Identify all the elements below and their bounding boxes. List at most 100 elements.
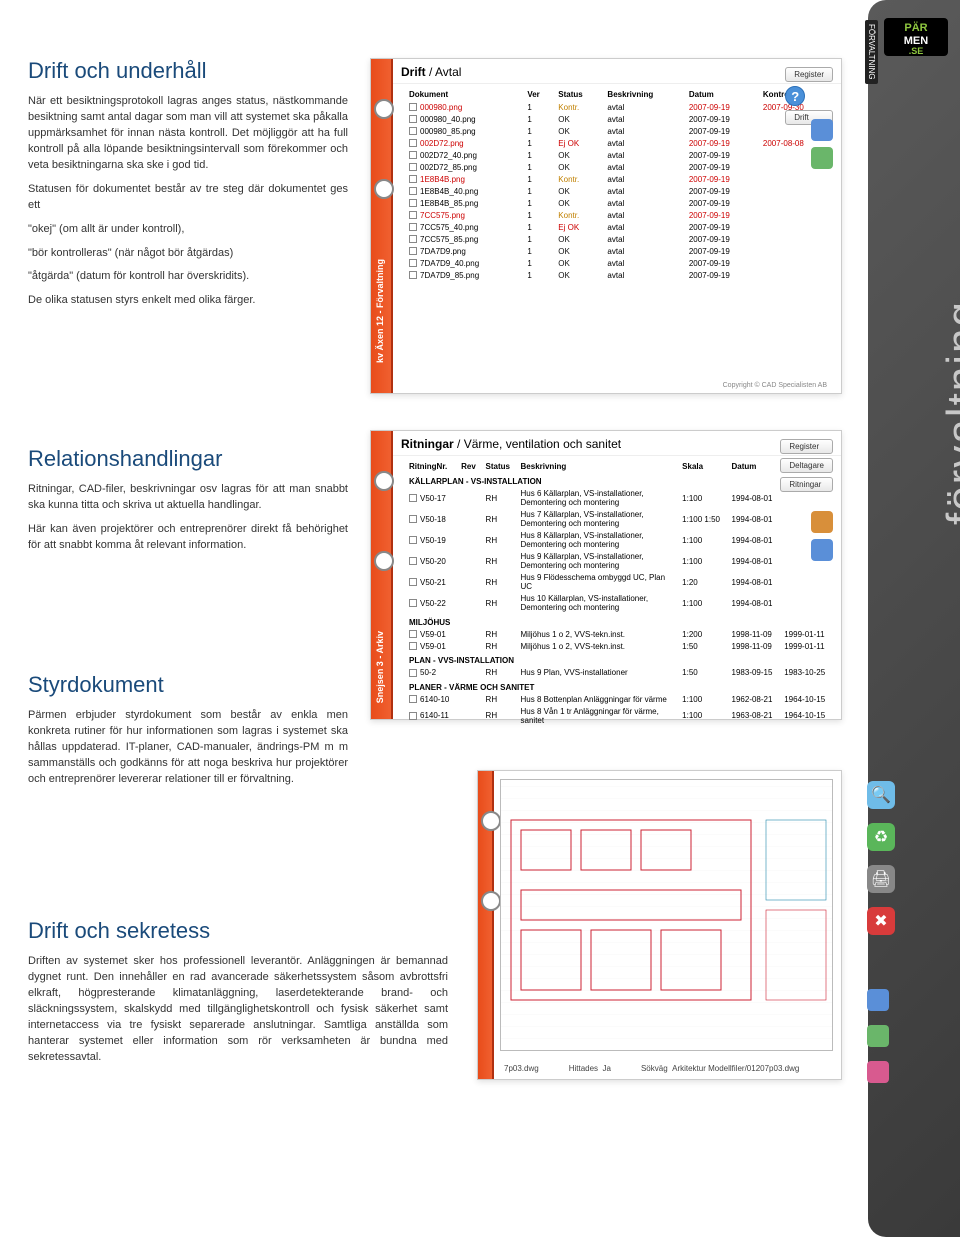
col-header: Status — [554, 88, 603, 101]
text-column: Drift och underhåll När ett besiktningsp… — [28, 58, 348, 357]
book-icon[interactable] — [811, 147, 833, 169]
table-row[interactable]: V59-01RHMiljöhus 1 o 2, VVS-tekn.inst.1:… — [405, 640, 833, 652]
para: Ritningar, CAD-filer, beskrivningar osv … — [28, 482, 348, 514]
button-group: Register ? Drift — [785, 67, 833, 125]
logo: PÄR MEN .SE — [884, 18, 948, 56]
table-row[interactable]: V50-21RHHus 9 Flödesschema ombyggd UC, P… — [405, 572, 833, 593]
icon-stack — [811, 119, 833, 169]
col-header: Beskrivning — [517, 460, 679, 473]
section-sekretess: Drift och sekretess Driften av systemet … — [28, 918, 448, 1074]
col-header: Skala — [678, 460, 727, 473]
table-row[interactable]: 000980_40.png1OKavtal2007-09-19 — [405, 113, 833, 125]
group-header: PLAN - VVS-INSTALLATION — [405, 652, 833, 667]
group-header: MILJÖHUS — [405, 614, 833, 629]
title-sep: / — [454, 437, 464, 451]
section-styrdokument: Styrdokument Pärmen erbjuder styrdokumen… — [28, 672, 348, 836]
book-icon[interactable] — [867, 1061, 889, 1083]
heading-relations: Relationshandlingar — [28, 446, 348, 472]
table-row[interactable]: 50-2RHHus 9 Plan, VVS-installationer1:50… — [405, 667, 833, 679]
table-row[interactable]: 002D72_40.png1OKavtal2007-09-19 — [405, 149, 833, 161]
window-title: Ritningar / Värme, ventilation och sanit… — [371, 431, 841, 456]
table-row[interactable]: 7CC575.png1Kontr.avtal2007-09-19 — [405, 209, 833, 221]
table-row[interactable]: 000980_85.png1OKavtal2007-09-19 — [405, 125, 833, 137]
para: De olika statusen styrs enkelt med olika… — [28, 293, 348, 309]
para: "okej" (om allt är under kontroll), — [28, 222, 348, 238]
table-row[interactable]: V59-01RHMiljöhus 1 o 2, VVS-tekn.inst.1:… — [405, 628, 833, 640]
book-icon[interactable] — [811, 539, 833, 561]
table-row[interactable]: 6140-10RHHus 8 Bottenplan Anläggningar f… — [405, 693, 833, 705]
recycle-icon[interactable]: ♻ — [867, 823, 895, 851]
register-button[interactable]: Register — [780, 439, 833, 454]
ritningar-table: RitningNr.RevStatusBeskrivningSkalaDatum… — [405, 460, 833, 726]
close-icon[interactable]: ✖ — [867, 907, 895, 935]
col-header: Datum — [685, 88, 759, 101]
help-icon[interactable]: ? — [785, 86, 805, 106]
book-icon[interactable] — [867, 989, 889, 1011]
title-sub: Värme, ventilation och sanitet — [464, 437, 621, 451]
button-group: Register Deltagare Ritningar — [780, 439, 833, 492]
screenshot-ritningar: Snejsen 3 - Arkiv Register Deltagare Rit… — [370, 430, 842, 720]
title-main: Drift — [401, 65, 426, 79]
col-header: Datum — [728, 460, 781, 473]
footer-val: Arkitektur Modellfiler/01207p03.dwg — [672, 1064, 799, 1073]
book-icon[interactable] — [811, 119, 833, 141]
title-main: Ritningar — [401, 437, 454, 451]
table-row[interactable]: 7DA7D9_85.png1OKavtal2007-09-19 — [405, 269, 833, 281]
icon-stack — [811, 511, 833, 561]
binder-spine: kv Äxen 12 - Förvaltning — [371, 59, 393, 393]
table-row[interactable]: V50-19RHHus 8 Källarplan, VS-installatio… — [405, 530, 833, 551]
heading-styr: Styrdokument — [28, 672, 348, 698]
footer-filename: 7p03.dwg — [504, 1064, 539, 1073]
footer-label: Hittades — [569, 1064, 598, 1073]
table-row[interactable]: 002D72.png1Ej OKavtal2007-09-192007-08-0… — [405, 137, 833, 149]
table-row[interactable]: V50-17RHHus 6 Källarplan, VS-installatio… — [405, 488, 833, 509]
col-header: RitningNr. — [405, 460, 457, 473]
cad-toolbar: 🔍 ♻ 🖨 ✖ — [867, 781, 895, 1083]
para: "åtgärda" (datum för kontroll har översk… — [28, 269, 348, 285]
cad-footer: 7p03.dwg Hittades Ja Sökväg Arkitektur M… — [504, 1064, 799, 1073]
deltagare-button[interactable]: Deltagare — [780, 458, 833, 473]
register-button[interactable]: Register — [785, 67, 833, 82]
table-row[interactable]: 7DA7D9.png1OKavtal2007-09-19 — [405, 245, 833, 257]
table-row[interactable]: 000980.png1Kontr.avtal2007-09-192007-09-… — [405, 101, 833, 113]
table-row[interactable]: 1E8B4B.png1Kontr.avtal2007-09-19 — [405, 173, 833, 185]
table-row[interactable]: V50-22RHHus 10 Källarplan, VS-installati… — [405, 593, 833, 614]
zoom-icon[interactable]: 🔍 — [867, 781, 895, 809]
col-header: Status — [482, 460, 517, 473]
table-row[interactable]: 002D72_85.png1OKavtal2007-09-19 — [405, 161, 833, 173]
table-row[interactable]: 1E8B4B_40.png1OKavtal2007-09-19 — [405, 185, 833, 197]
vertical-label: förvaltning — [938, 300, 960, 525]
col-header: Beskrivning — [603, 88, 684, 101]
spine-label: kv Äxen 12 - Förvaltning — [375, 259, 385, 363]
table-row[interactable]: V50-20RHHus 9 Källarplan, VS-installatio… — [405, 551, 833, 572]
footer-label: Sökväg — [641, 1064, 668, 1073]
table-row[interactable]: 7CC575_40.png1Ej OKavtal2007-09-19 — [405, 221, 833, 233]
para: Statusen för dokumentet består av tre st… — [28, 182, 348, 214]
para: Här kan även projektörer och entreprenör… — [28, 522, 348, 554]
table-container: RitningNr.RevStatusBeskrivningSkalaDatum… — [371, 456, 841, 730]
group-header: KÄLLARPLAN - VS-INSTALLATION — [405, 473, 833, 488]
ritningar-button[interactable]: Ritningar — [780, 477, 833, 492]
para: När ett besiktningsprotokoll lagras ange… — [28, 94, 348, 174]
table-row[interactable]: V50-18RHHus 7 Källarplan, VS-installatio… — [405, 509, 833, 530]
para: Pärmen erbjuder styrdokument som består … — [28, 708, 348, 788]
logo-line1: PÄR — [904, 18, 927, 36]
table-container: DokumentVerStatusBeskrivningDatumKontrol… — [371, 84, 841, 285]
binder-spine — [478, 771, 494, 1079]
print-icon[interactable]: 🖨 — [867, 865, 895, 893]
title-sep: / — [426, 65, 435, 79]
heading-sek: Drift och sekretess — [28, 918, 448, 944]
title-sub: Avtal — [435, 65, 461, 79]
cad-drawing-area[interactable] — [500, 779, 833, 1051]
table-row[interactable]: 6140-11RHHus 8 Vån 1 tr Anläggningar för… — [405, 705, 833, 726]
book-icon[interactable] — [867, 1025, 889, 1047]
table-row[interactable]: 1E8B4B_85.png1OKavtal2007-09-19 — [405, 197, 833, 209]
window-title: Drift / Avtal — [371, 59, 841, 84]
table-row[interactable]: 7CC575_85.png1OKavtal2007-09-19 — [405, 233, 833, 245]
col-header: Rev — [457, 460, 481, 473]
binder-spine: Snejsen 3 - Arkiv — [371, 431, 393, 719]
folder-icon[interactable] — [811, 511, 833, 533]
table-row[interactable]: 7DA7D9_40.png1OKavtal2007-09-19 — [405, 257, 833, 269]
forvaltning-tag: FÖRVALTNING — [865, 20, 878, 84]
screenshot-drift-avtal: kv Äxen 12 - Förvaltning Register ? Drif… — [370, 58, 842, 394]
